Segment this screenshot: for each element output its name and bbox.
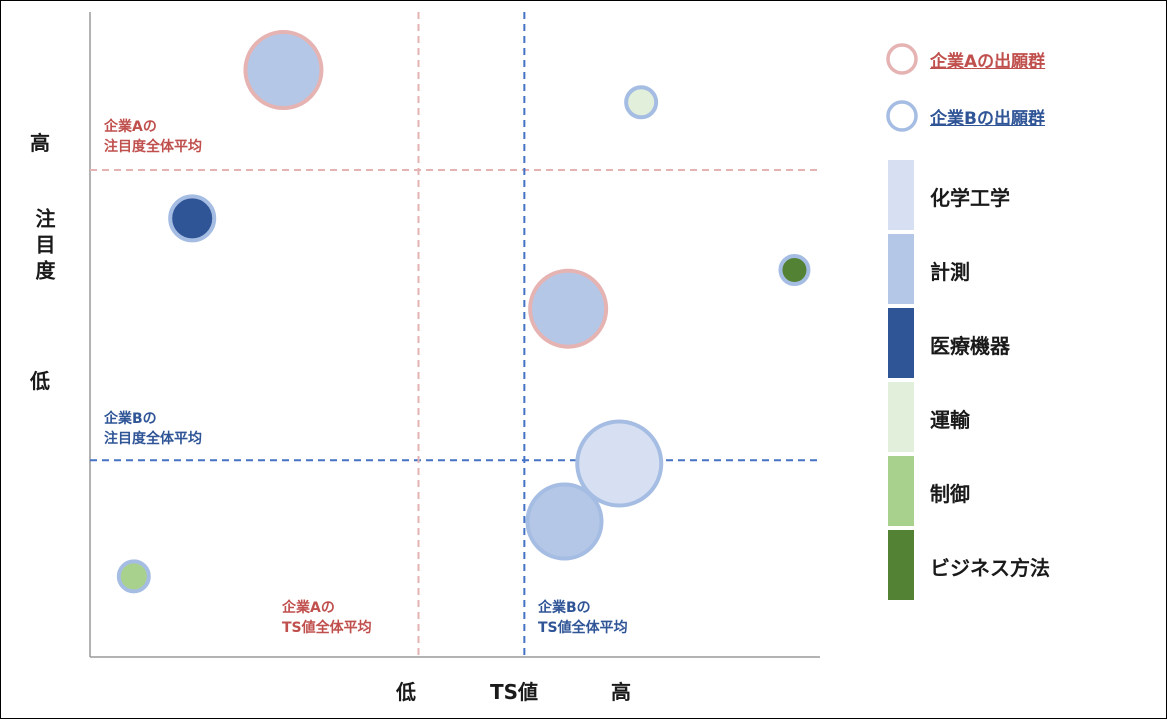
- y-axis-high-label: 高: [30, 131, 50, 155]
- legend-series-b-label: 企業Bの出願群: [930, 109, 1045, 129]
- bubble-point: [528, 268, 609, 349]
- bubble-point: [168, 194, 217, 243]
- legend-swatch: [888, 382, 914, 452]
- legend-category-label: 医療機器: [930, 334, 1010, 358]
- bubble-point: [575, 419, 664, 508]
- bubble-point: [525, 482, 604, 561]
- bubble-point: [778, 254, 811, 286]
- legend-category-label: 運輸: [930, 408, 970, 432]
- ref-label-a-y: 企業Aの 注目度全体平均: [104, 117, 202, 157]
- ref-label-line: 企業Aの: [282, 600, 335, 616]
- y-axis-low-label: 低: [30, 369, 50, 393]
- x-axis-high-label: 高: [611, 680, 631, 704]
- legend-swatch: [888, 456, 914, 526]
- legend-swatch: [888, 530, 914, 600]
- legend-swatch: [888, 160, 914, 230]
- x-axis-low-label: 低: [396, 680, 416, 704]
- ref-label-line: TS値全体平均: [282, 620, 372, 636]
- legend-category-label: 計測: [930, 260, 970, 284]
- bubble-point: [624, 85, 659, 120]
- ref-label-line: TS値全体平均: [538, 620, 628, 636]
- ref-label-line: 注目度全体平均: [104, 139, 202, 155]
- legend-swatch: [888, 234, 914, 304]
- ref-label-line: 注目度全体平均: [104, 431, 202, 447]
- legend-series-b-ring: [886, 100, 918, 132]
- legend-series-a-ring: [886, 43, 918, 75]
- legend-series-a-label: 企業Aの出願群: [930, 52, 1046, 72]
- ref-label-b-x: 企業Bの TS値全体平均: [538, 598, 628, 638]
- ref-label-line: 企業Aの: [104, 119, 157, 135]
- legend-category-label: 化学工学: [930, 186, 1010, 210]
- legend-swatch: [888, 308, 914, 378]
- legend-category-label: 制御: [930, 482, 970, 506]
- bubble-point: [243, 30, 324, 111]
- bubble-point: [116, 559, 151, 594]
- ref-label-line: 企業Bの: [538, 600, 591, 616]
- ref-label-line: 企業Bの: [104, 411, 157, 427]
- ref-label-a-x: 企業Aの TS値全体平均: [282, 598, 372, 638]
- ref-label-b-y: 企業Bの 注目度全体平均: [104, 409, 202, 449]
- legend-category-label: ビジネス方法: [930, 556, 1050, 580]
- x-axis-title: TS値: [490, 680, 539, 704]
- y-axis-title: 注目度: [32, 208, 56, 286]
